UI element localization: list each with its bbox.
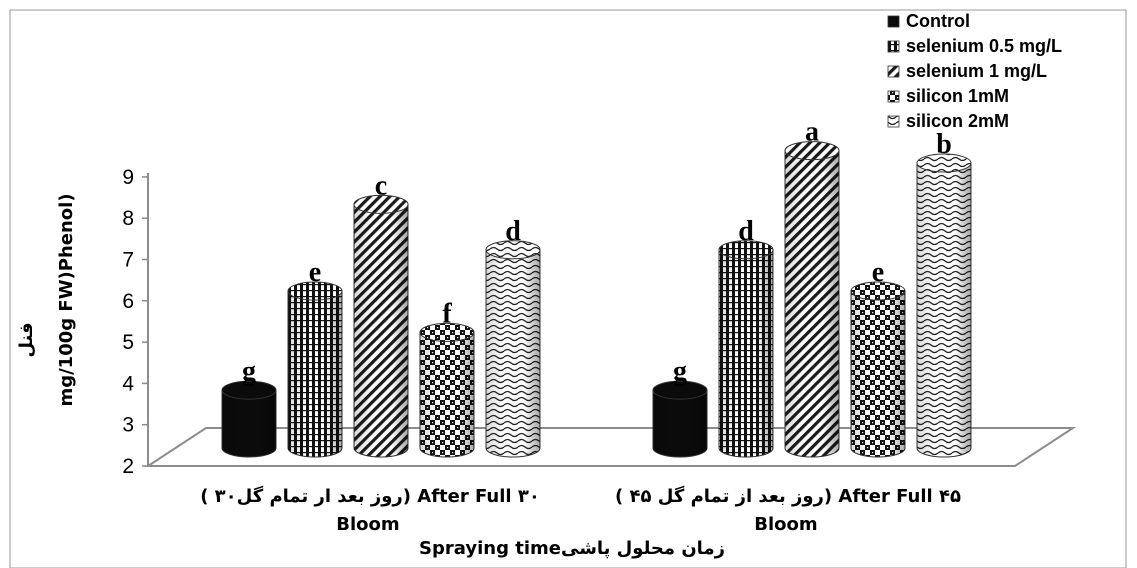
y-axis-title-native: فنل: [16, 322, 37, 357]
bar-top: [485, 240, 541, 260]
y-tick-label: 9: [122, 166, 134, 189]
bar-shading: [653, 390, 707, 457]
y-tick-label: 5: [122, 331, 134, 354]
bar-shading: [486, 249, 540, 457]
x-axis-title: Spraying timeزمان محلول پاشی: [419, 538, 725, 559]
bar: [916, 153, 972, 458]
bar: [419, 322, 475, 458]
y-axis-title: mg/100g FW)Phenol): [56, 193, 77, 406]
x-category-label: ( ۴۵ روز بعد از تمام گل) After Full ۴۵: [615, 485, 961, 507]
bar-shading: [420, 332, 474, 457]
x-category-label-line2: Bloom: [336, 514, 399, 535]
bar-top: [287, 281, 343, 301]
legend-swatch: [887, 115, 900, 128]
bar-shading: [917, 163, 971, 457]
legend-swatch: [887, 90, 900, 103]
bar-shading: [288, 291, 342, 457]
bar: [485, 240, 541, 458]
bar-top: [419, 322, 475, 342]
bar-letter-label: e: [309, 257, 321, 288]
y-tick-label: 7: [122, 249, 134, 272]
bar-top: [850, 281, 906, 301]
y-tick-labels: 2 3 4 5 6 7 8 9: [122, 166, 148, 478]
legend-entry: Control: [906, 11, 970, 31]
bar-top: [718, 240, 774, 260]
legend-entry: selenium 1 mg/L: [906, 61, 1047, 81]
bar: [850, 281, 906, 458]
bar-letter-label: g: [673, 356, 687, 387]
x-category-label: ( ۳۰روز بعد ار تمام گل) After Full ۳۰: [200, 485, 540, 507]
legend: Control selenium 0.5 mg/L selenium 1 mg/L s…: [887, 11, 1062, 131]
bar-letter-labels: g g e d c a f e d b: [242, 117, 952, 388]
bar-letter-label: d: [738, 216, 754, 247]
bar: [221, 380, 277, 458]
legend-swatch: [887, 15, 900, 28]
y-tick-label: 3: [122, 414, 134, 437]
y-tick-label: 8: [122, 207, 134, 230]
bar-top: [353, 194, 409, 214]
bar: [353, 194, 409, 458]
bar-top: [221, 380, 277, 400]
x-category-labels: ( ۳۰روز بعد ار تمام گل) After Full ۳۰ Blo…: [200, 485, 961, 535]
bar: [652, 380, 708, 458]
bar-letter-label: d: [505, 216, 521, 247]
bar-shading: [354, 204, 408, 457]
y-tick-label: 2: [122, 455, 134, 478]
bar-letter-label: f: [442, 298, 452, 329]
legend-entry: silicon 1mM: [906, 86, 1009, 106]
bar-top: [916, 153, 972, 173]
bar-series-group: [221, 141, 972, 458]
bar-top: [784, 141, 840, 161]
bar-letter-label: a: [805, 117, 819, 148]
bar-letter-label: c: [375, 170, 387, 201]
bar-shading: [785, 150, 839, 457]
legend-entry: silicon 2mM: [906, 111, 1009, 131]
bar-top: [652, 380, 708, 400]
bar-letter-label: b: [936, 129, 952, 160]
legend-swatch: [887, 65, 900, 78]
legend-swatch: [887, 40, 900, 53]
chart-border: [9, 9, 1127, 568]
y-tick-label: 4: [122, 372, 134, 395]
y-tick-label: 6: [122, 290, 134, 313]
bar: [287, 281, 343, 458]
bar-shading: [719, 249, 773, 457]
bar-shading: [851, 291, 905, 457]
x-category-label-line2: Bloom: [754, 514, 817, 535]
bar-letter-label: e: [872, 257, 884, 288]
bar: [718, 240, 774, 458]
bar-letter-label: g: [242, 356, 256, 387]
bar-shading: [222, 390, 276, 457]
legend-entry: selenium 0.5 mg/L: [906, 36, 1062, 56]
bar: [784, 141, 840, 458]
